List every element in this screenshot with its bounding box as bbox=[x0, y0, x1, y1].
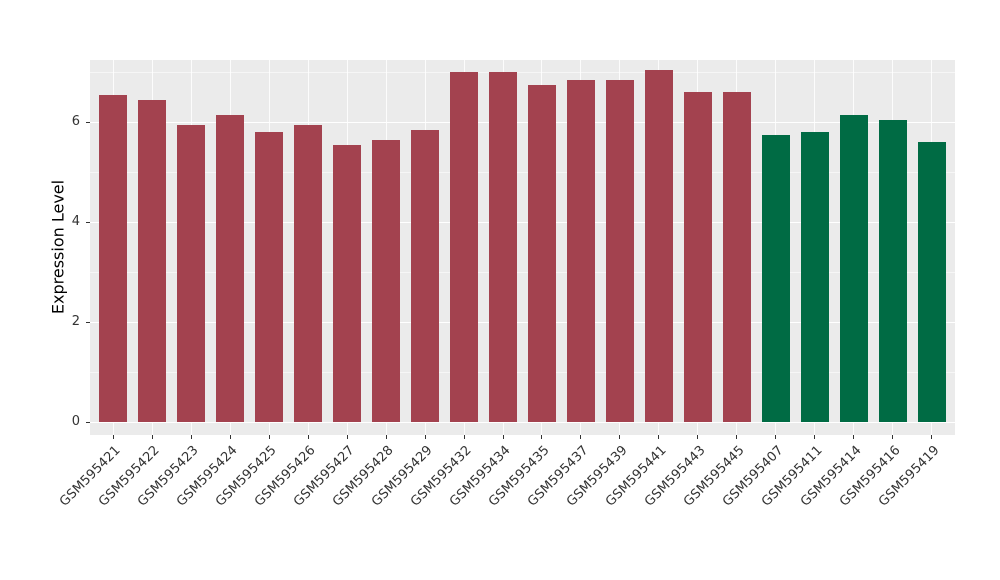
x-tick-mark bbox=[424, 435, 426, 439]
x-tick-mark bbox=[736, 435, 738, 439]
minor-gridline bbox=[90, 172, 955, 173]
bar bbox=[411, 129, 440, 422]
x-tick-mark bbox=[346, 435, 348, 439]
bar bbox=[800, 132, 829, 422]
minor-gridline bbox=[90, 72, 955, 73]
bar bbox=[761, 134, 790, 422]
x-tick-mark bbox=[151, 435, 153, 439]
bar bbox=[683, 92, 712, 422]
bar bbox=[216, 114, 245, 422]
x-tick-mark bbox=[580, 435, 582, 439]
x-tick-mark bbox=[697, 435, 699, 439]
x-tick-mark bbox=[541, 435, 543, 439]
x-tick-mark bbox=[190, 435, 192, 439]
y-tick-mark bbox=[86, 322, 90, 323]
minor-gridline bbox=[90, 272, 955, 273]
y-tick-label: 6 bbox=[71, 114, 80, 129]
bar bbox=[839, 114, 868, 422]
bar bbox=[878, 119, 907, 422]
bar bbox=[99, 94, 128, 422]
x-tick-mark bbox=[931, 435, 933, 439]
bar bbox=[489, 72, 518, 422]
bar bbox=[644, 69, 673, 422]
y-tick-label: 0 bbox=[71, 414, 80, 429]
x-tick-mark bbox=[229, 435, 231, 439]
minor-gridline bbox=[90, 372, 955, 373]
bar bbox=[917, 142, 946, 422]
x-tick-mark bbox=[619, 435, 621, 439]
x-tick-mark bbox=[307, 435, 309, 439]
major-gridline bbox=[90, 122, 955, 123]
x-tick-mark bbox=[658, 435, 660, 439]
bar bbox=[527, 84, 556, 422]
plot-panel bbox=[90, 60, 955, 435]
y-axis-title: Expression Level bbox=[48, 179, 68, 315]
bar bbox=[255, 132, 284, 422]
x-tick-mark bbox=[853, 435, 855, 439]
bar bbox=[605, 79, 634, 422]
major-gridline bbox=[90, 222, 955, 223]
major-gridline bbox=[90, 322, 955, 323]
x-tick-mark bbox=[385, 435, 387, 439]
major-gridline bbox=[90, 422, 955, 423]
y-tick-mark bbox=[86, 222, 90, 223]
bar bbox=[177, 124, 206, 422]
y-tick-label: 2 bbox=[71, 314, 80, 329]
x-tick-mark bbox=[463, 435, 465, 439]
y-tick-label: 4 bbox=[71, 214, 80, 229]
x-tick-mark bbox=[268, 435, 270, 439]
x-tick-mark bbox=[502, 435, 504, 439]
x-tick-mark bbox=[112, 435, 114, 439]
bar bbox=[450, 72, 479, 422]
y-tick-mark bbox=[86, 422, 90, 423]
bar bbox=[333, 144, 362, 422]
bar bbox=[566, 79, 595, 422]
bar bbox=[138, 99, 167, 422]
x-tick-mark bbox=[892, 435, 894, 439]
x-tick-mark bbox=[814, 435, 816, 439]
bar bbox=[294, 124, 323, 422]
bar bbox=[372, 139, 401, 422]
bar bbox=[722, 92, 751, 422]
y-tick-mark bbox=[86, 122, 90, 123]
x-tick-mark bbox=[775, 435, 777, 439]
